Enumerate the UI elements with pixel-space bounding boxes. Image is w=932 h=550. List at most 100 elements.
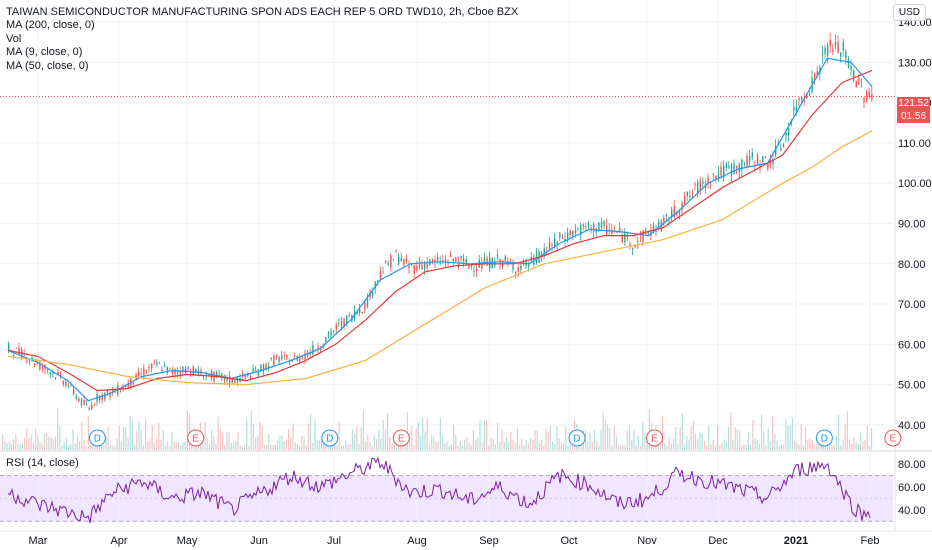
volume-bar	[250, 410, 252, 450]
candle-body	[257, 372, 259, 376]
volume-bar	[2, 434, 4, 450]
volume-bar	[851, 443, 853, 450]
candle-body	[517, 267, 519, 272]
volume-bar	[521, 438, 523, 450]
volume-bar	[215, 443, 217, 450]
candle-body	[359, 309, 361, 313]
candle-body	[252, 368, 254, 373]
legend-ma200[interactable]: MA (200, close, 0)	[6, 19, 95, 32]
candle-body	[405, 258, 408, 262]
legend-volume[interactable]: Vol	[6, 32, 22, 45]
candle-body	[327, 331, 330, 337]
candle-body	[140, 372, 142, 374]
event-marker-d[interactable]	[321, 429, 339, 447]
candle-body	[73, 389, 75, 394]
volume-bar	[365, 441, 367, 450]
volume-bar	[455, 434, 457, 450]
candle-body	[299, 356, 301, 361]
legend-ma50[interactable]: MA (50, close, 0)	[6, 59, 89, 72]
volume-bar	[285, 439, 287, 450]
candle-body	[788, 127, 790, 136]
volume-bar	[712, 439, 714, 450]
series-ma50-line[interactable]	[7, 69, 873, 392]
volume-bar	[235, 440, 237, 450]
volume-bar	[508, 442, 510, 450]
volume-bar	[345, 440, 347, 450]
event-marker-e[interactable]	[187, 429, 205, 447]
candle-body	[772, 158, 774, 164]
candle-body	[187, 366, 189, 369]
candle-body	[158, 362, 161, 364]
candle-body	[619, 227, 621, 231]
candle-body	[621, 234, 623, 243]
candle-body	[164, 365, 166, 367]
volume-bar	[79, 441, 81, 450]
volume-bar	[173, 442, 175, 450]
time-axis-label: Jun	[250, 535, 268, 547]
volume-bar	[543, 445, 545, 450]
candle-body	[403, 258, 405, 265]
volume-bar	[754, 438, 756, 450]
volume-bar	[391, 443, 393, 450]
time-axis-label: Sep	[479, 535, 499, 547]
volume-bar	[450, 444, 452, 450]
volume-bar	[46, 432, 48, 450]
volume-bar	[743, 444, 745, 450]
volume-bar	[626, 430, 628, 450]
event-marker-e[interactable]	[646, 429, 664, 447]
volume-bar	[360, 427, 362, 450]
legend-ma9[interactable]: MA (9, close, 0)	[6, 46, 83, 59]
volume-bar	[8, 441, 10, 450]
currency-button[interactable]: USD	[892, 4, 926, 21]
event-marker-d[interactable]	[568, 429, 586, 447]
series-ma200-line[interactable]	[7, 130, 873, 386]
candle-body	[775, 146, 777, 156]
volume-bar	[505, 437, 507, 450]
candle-body	[525, 259, 527, 266]
volume-bar	[620, 445, 622, 450]
candle-body	[629, 243, 631, 247]
price-axis-label: 50.00	[898, 380, 926, 392]
rsi-legend[interactable]: RSI (14, close)	[6, 457, 79, 469]
volume-bar	[591, 441, 593, 450]
symbol-title[interactable]: TAIWAN SEMICONDUCTOR MANUFACTURING SPON …	[6, 6, 519, 18]
volume-bar	[6, 443, 8, 450]
volume-bar	[398, 444, 400, 450]
candle-body	[600, 221, 603, 228]
volume-bar	[184, 441, 186, 450]
volume-bar	[206, 438, 208, 450]
volume-bar	[437, 441, 439, 450]
price-axis-label: 110.00	[898, 138, 931, 150]
event-marker-d[interactable]	[815, 429, 833, 447]
event-marker-e[interactable]	[884, 429, 902, 447]
volume-bar	[118, 425, 120, 450]
volume-bar	[327, 445, 329, 450]
candle-body	[681, 202, 683, 210]
rsi-line[interactable]	[7, 456, 871, 524]
event-marker-d[interactable]	[88, 429, 106, 447]
candle-body	[832, 49, 834, 52]
event-marker-e[interactable]	[392, 429, 410, 447]
candle-body	[567, 232, 569, 241]
volume-bar	[763, 431, 765, 450]
volume-bar	[862, 441, 864, 450]
volume-bar	[158, 423, 160, 450]
volume-bar	[472, 430, 474, 450]
candle-body	[247, 373, 249, 377]
volume-bar	[138, 421, 140, 450]
candle-body	[728, 166, 730, 168]
candle-body	[520, 265, 522, 270]
candle-body	[340, 321, 343, 327]
volume-bar	[607, 424, 609, 450]
series-ma9-line[interactable]	[7, 57, 873, 402]
volume-bar	[272, 445, 274, 450]
volume-bar	[732, 439, 734, 450]
time-axis-label: May	[177, 535, 198, 547]
candle-body	[439, 261, 441, 264]
candle-body	[626, 236, 629, 237]
volume-bar	[596, 441, 598, 450]
volume-bar	[710, 444, 712, 450]
volume-bar	[349, 444, 351, 450]
price-axis-label: 100.00	[898, 178, 932, 190]
